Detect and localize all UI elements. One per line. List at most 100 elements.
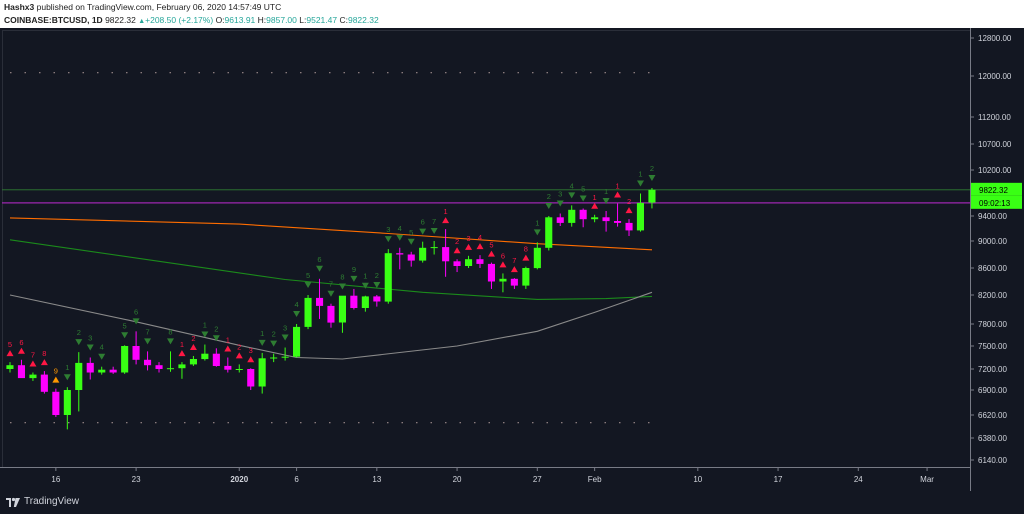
countdown-label-box [971, 195, 1022, 209]
candle-body[interactable] [419, 247, 427, 261]
candle-body[interactable] [327, 305, 335, 323]
setup-count-label: 7 [512, 256, 516, 265]
candle-body[interactable] [465, 259, 473, 266]
moving-average-gray [9, 291, 653, 360]
buy-setup-triangle [419, 228, 427, 235]
candle-body[interactable] [579, 209, 587, 220]
candle-body[interactable] [304, 297, 312, 327]
candle-body[interactable] [144, 359, 152, 366]
setup-count-label: 3 [466, 234, 470, 243]
candle-body[interactable] [316, 297, 324, 306]
setup-count-label: 3 [283, 324, 287, 333]
setup-count-label: 7 [432, 217, 436, 226]
candle-body[interactable] [201, 353, 209, 360]
candle-body[interactable] [132, 346, 140, 360]
candle-body[interactable] [98, 369, 106, 373]
setup-count-label: 7 [31, 351, 35, 360]
candle-body[interactable] [338, 295, 346, 323]
candle-body[interactable] [224, 365, 232, 370]
candle-body[interactable] [442, 247, 450, 262]
buy-setup-triangle [396, 234, 404, 241]
candle-body[interactable] [281, 356, 289, 358]
setup-count-label: 4 [398, 224, 402, 233]
setup-count-label: 8 [42, 349, 46, 358]
chart-header: Hashx3 published on TradingView.com, Feb… [0, 0, 1024, 28]
candle-body[interactable] [109, 369, 117, 373]
buy-setup-triangle [316, 265, 324, 272]
author-name[interactable]: Hashx3 [4, 2, 35, 12]
setup-count-label: 1 [604, 187, 608, 196]
candle-body[interactable] [614, 221, 622, 223]
setup-count-label: 1 [615, 182, 619, 191]
setup-count-label: 7 [329, 280, 333, 289]
setup-count-label: 5 [409, 228, 413, 237]
candle-body[interactable] [52, 391, 60, 415]
time-tick-label: 13 [372, 475, 381, 484]
setup-count-label: 4 [570, 181, 574, 190]
candle-body[interactable] [407, 254, 415, 261]
candle-body[interactable] [591, 217, 599, 220]
candle-body[interactable] [270, 357, 278, 359]
setup-count-label: 2 [375, 271, 379, 280]
price-chart[interactable]: 6140.00 6380.00 6620.00 6900.00 7200.00 7500.… [0, 28, 1024, 491]
candle-body[interactable] [430, 247, 438, 249]
candle-body[interactable] [487, 263, 495, 282]
candle-body[interactable] [247, 369, 255, 387]
setup-count-label: 5 [306, 271, 310, 280]
price-tick-label: 11200.00 [978, 113, 1011, 122]
candle-body[interactable] [545, 217, 553, 248]
buy-setup-triangle [568, 192, 576, 199]
buy-setup-triangle [132, 318, 140, 325]
candle-body[interactable] [522, 268, 530, 286]
candle-body[interactable] [155, 365, 163, 369]
candle-body[interactable] [510, 278, 518, 286]
candle-body[interactable] [568, 209, 576, 223]
candle-body[interactable] [293, 326, 301, 357]
candle-body[interactable] [235, 369, 243, 370]
candle-body[interactable] [602, 217, 610, 222]
up-arrow-icon: ▲ [138, 18, 146, 25]
candle-body[interactable] [40, 374, 48, 392]
candle-body[interactable] [533, 247, 541, 269]
candle-body[interactable] [373, 296, 381, 302]
price-tick-label: 7500.00 [978, 342, 1007, 351]
candle-body[interactable] [556, 217, 564, 223]
buy-setup-triangle [545, 203, 553, 209]
setup-count-label: 1 [226, 336, 230, 345]
candle-body[interactable] [17, 365, 25, 379]
candle-body[interactable] [6, 365, 14, 369]
setup-count-label: 6 [134, 307, 138, 316]
candle-body[interactable] [29, 374, 37, 379]
candle-body[interactable] [384, 253, 392, 302]
candle-body[interactable] [636, 202, 644, 231]
candle-body[interactable] [350, 295, 358, 308]
candle-body[interactable] [453, 261, 461, 266]
candle-body[interactable] [75, 362, 83, 390]
countdown-label-text: 09:02:13 [979, 199, 1011, 208]
symbol-label[interactable]: COINBASE:BTCUSD, 1D [4, 15, 103, 25]
setup-count-label: 1 [444, 207, 448, 216]
candle-body[interactable] [86, 362, 94, 373]
setup-count-label: 4 [294, 300, 298, 309]
buy-setup-triangle [258, 339, 266, 346]
candle-body[interactable] [121, 346, 129, 373]
candle-body[interactable] [258, 358, 266, 387]
setup-count-label: 2 [77, 328, 81, 337]
candle-body[interactable] [625, 222, 633, 231]
candle-body[interactable] [166, 368, 174, 370]
buy-setup-triangle [373, 282, 381, 288]
candle-body[interactable] [189, 359, 197, 365]
candle-body[interactable] [212, 353, 220, 366]
candle-body[interactable] [361, 296, 369, 308]
candle-body[interactable] [63, 390, 71, 415]
candle-body[interactable] [648, 189, 656, 203]
setup-count-label: 1 [535, 218, 539, 227]
candle-body[interactable] [476, 259, 484, 264]
setup-count-label: 3 [249, 346, 253, 355]
candle-body[interactable] [396, 253, 404, 255]
tradingview-logo-icon[interactable] [6, 496, 20, 508]
open-value: 9613.91 [224, 15, 256, 25]
tradingview-brand[interactable]: TradingView [24, 496, 80, 507]
candle-body[interactable] [178, 364, 186, 369]
candle-body[interactable] [499, 278, 507, 282]
